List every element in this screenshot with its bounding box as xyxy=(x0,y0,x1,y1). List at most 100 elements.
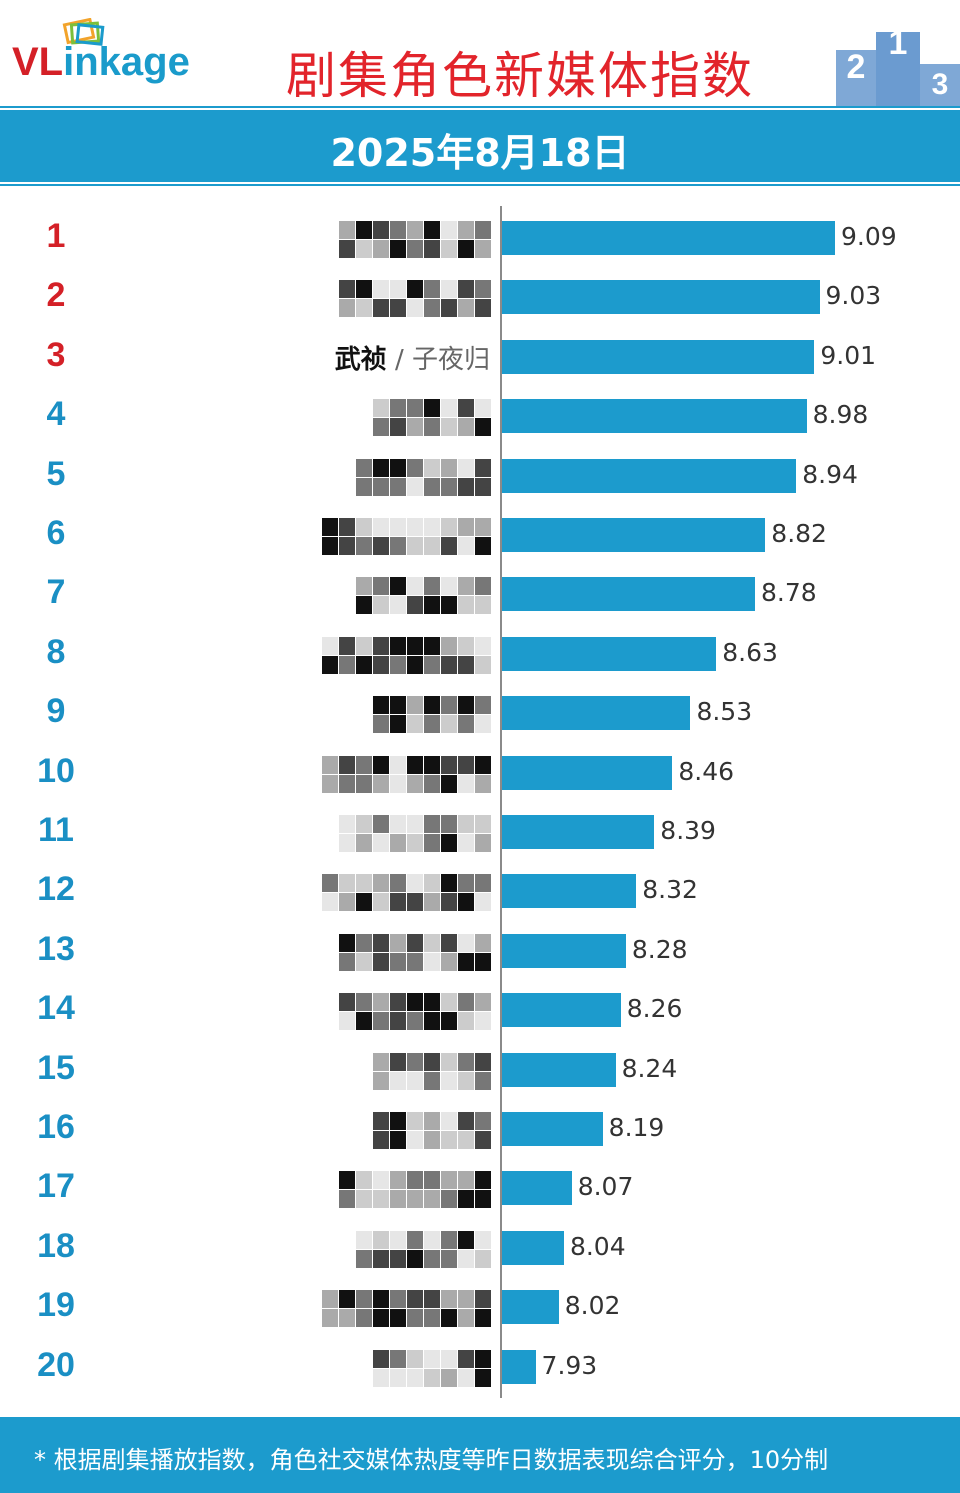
mosaic-pixel xyxy=(356,993,372,1012)
mosaic-pixel xyxy=(373,715,389,734)
mosaic-pixel xyxy=(441,815,457,833)
mosaic-pixel xyxy=(424,834,440,852)
footer-note: * 根据剧集播放指数，角色社交媒体热度等昨日数据表现综合评分，10分制 xyxy=(34,1446,829,1474)
mosaic-pixel xyxy=(475,299,491,318)
mosaic-pixel xyxy=(458,715,474,734)
mosaic-pixel xyxy=(475,1230,491,1249)
mosaic-pixel xyxy=(322,1309,338,1328)
rank-number: 14 xyxy=(37,989,75,1028)
mosaic-pixel xyxy=(424,1309,440,1328)
chart-bar xyxy=(502,696,691,731)
mosaic-pixel xyxy=(424,477,440,496)
mosaic-pixel xyxy=(390,636,406,655)
mosaic-pixel xyxy=(441,952,457,971)
mosaic-pixel xyxy=(407,1112,423,1130)
mosaic-pixel xyxy=(441,874,457,893)
chart-bar xyxy=(502,636,717,671)
mosaic-pixel xyxy=(407,993,423,1012)
mosaic-pixel xyxy=(373,1052,389,1071)
mosaic-pixel xyxy=(373,477,389,496)
mosaic-pixel xyxy=(339,518,355,536)
mosaic-pixel xyxy=(424,299,440,318)
mosaic-pixel xyxy=(390,280,406,299)
mosaic-pixel xyxy=(441,1290,457,1309)
mosaic-pixel xyxy=(441,655,457,674)
logo-text-blue: inkage xyxy=(63,40,190,84)
mosaic-pixel xyxy=(458,577,474,596)
chart-bar xyxy=(502,993,621,1028)
mosaic-pixel xyxy=(458,299,474,318)
mosaic-pixel xyxy=(322,893,338,912)
mosaic-pixel xyxy=(424,577,440,596)
mosaic-pixel xyxy=(407,933,423,952)
mosaic-pixel xyxy=(424,221,440,239)
mosaic-pixel xyxy=(458,1052,474,1071)
mosaic-pixel xyxy=(441,596,457,615)
mosaic-pixel xyxy=(475,1052,491,1071)
mosaic-pixel xyxy=(407,1249,423,1268)
mosaic-pixel xyxy=(407,636,423,655)
mosaic-pixel xyxy=(475,715,491,734)
mosaic-pixel xyxy=(339,993,355,1012)
mosaic-pixel xyxy=(339,933,355,952)
mosaic-pixel xyxy=(407,596,423,615)
mosaic-pixel xyxy=(475,1190,491,1209)
mosaic-pixel xyxy=(458,696,474,715)
mosaic-pixel xyxy=(390,1052,406,1071)
pixelated-label xyxy=(373,692,492,734)
rank-number: 12 xyxy=(37,870,75,909)
pixelated-label xyxy=(356,1227,492,1268)
rank-number: 11 xyxy=(38,811,74,849)
mosaic-pixel xyxy=(441,1309,457,1328)
date-banner xyxy=(0,106,960,186)
mosaic-pixel xyxy=(390,755,406,774)
mosaic-pixel xyxy=(356,221,372,239)
drama-title: / 子夜归 xyxy=(386,344,490,375)
pixelated-label xyxy=(339,1167,492,1209)
rank-number: 18 xyxy=(37,1226,75,1265)
mosaic-pixel xyxy=(407,834,423,852)
mosaic-pixel xyxy=(424,399,440,418)
mosaic-pixel xyxy=(424,774,440,793)
mosaic-pixel xyxy=(373,1230,389,1249)
mosaic-pixel xyxy=(458,655,474,674)
mosaic-pixel xyxy=(339,655,355,674)
mosaic-pixel xyxy=(373,834,389,852)
mosaic-pixel xyxy=(475,418,491,437)
mosaic-pixel xyxy=(373,458,389,477)
bar-value-label: 8.04 xyxy=(569,1231,626,1261)
mosaic-pixel xyxy=(441,1368,457,1387)
mosaic-pixel xyxy=(390,240,406,258)
chart-bar xyxy=(502,815,655,849)
mosaic-pixel xyxy=(407,715,423,734)
mosaic-pixel xyxy=(407,1071,423,1090)
mosaic-pixel xyxy=(339,1290,355,1309)
mosaic-pixel xyxy=(475,240,491,258)
mosaic-pixel xyxy=(390,1290,406,1309)
chart-bar xyxy=(502,518,766,552)
mosaic-pixel xyxy=(441,1112,457,1130)
mosaic-pixel xyxy=(373,518,389,536)
mosaic-pixel xyxy=(458,1230,474,1249)
page-title: 剧集角色新媒体指数 xyxy=(286,47,754,105)
mosaic-pixel xyxy=(441,299,457,318)
chart-bar xyxy=(502,1290,559,1325)
chart-axis xyxy=(500,206,502,1398)
mosaic-pixel xyxy=(322,518,338,536)
mosaic-pixel xyxy=(390,1368,406,1387)
mosaic-pixel xyxy=(373,1012,389,1031)
mosaic-pixel xyxy=(339,240,355,258)
pixelated-label xyxy=(339,811,492,852)
pixelated-label xyxy=(373,1049,492,1090)
vlinkage-logo: VLinkage xyxy=(12,40,190,85)
mosaic-pixel xyxy=(424,596,440,615)
mosaic-pixel xyxy=(390,1131,406,1149)
mosaic-pixel xyxy=(441,993,457,1012)
mosaic-pixel xyxy=(390,1171,406,1190)
mosaic-pixel xyxy=(475,399,491,418)
pixelated-label xyxy=(322,514,492,555)
mosaic-pixel xyxy=(475,1112,491,1130)
mosaic-pixel xyxy=(475,1171,491,1190)
mosaic-pixel xyxy=(458,834,474,852)
mosaic-pixel xyxy=(339,774,355,793)
